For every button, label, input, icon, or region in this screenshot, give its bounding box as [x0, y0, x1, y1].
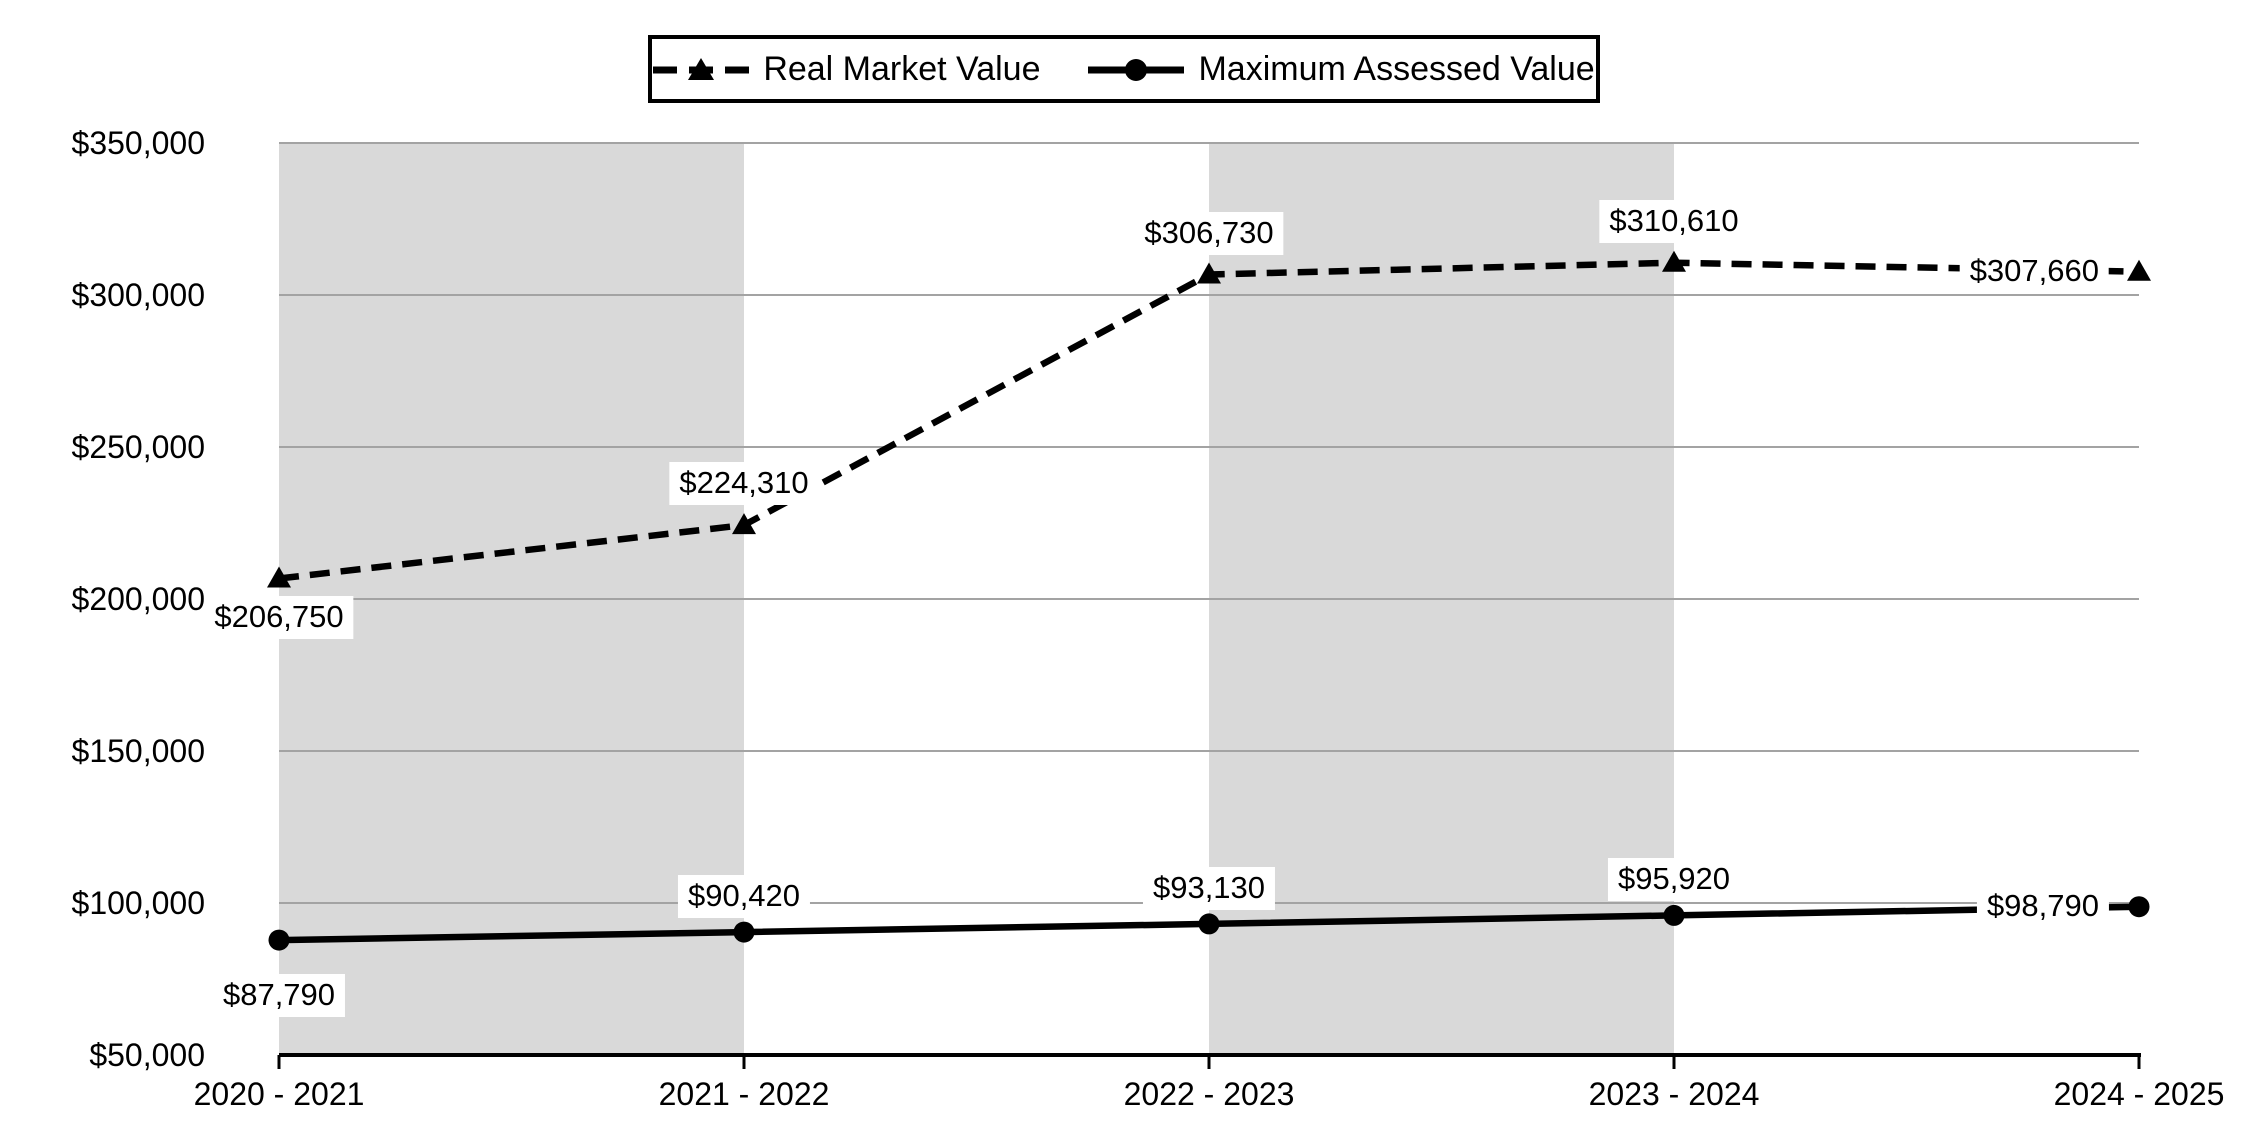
x-axis-category-label: 2020 - 2021: [193, 1076, 365, 1112]
data-label: $95,920: [1607, 858, 1741, 901]
legend-label-maximum-assessed-value: Maximum Assessed Value: [1198, 50, 1595, 88]
y-axis-tick-label: $350,000: [71, 125, 205, 161]
x-axis-category-label: 2024 - 2025: [2053, 1076, 2225, 1112]
circle-marker: [1198, 913, 1220, 935]
triangle-marker: [732, 513, 756, 535]
y-axis-tick-label: $200,000: [71, 581, 205, 617]
triangle-marker: [1197, 262, 1221, 284]
x-axis-category-label: 2021 - 2022: [658, 1076, 830, 1112]
data-label: $98,790: [1976, 885, 2109, 928]
circle-marker: [1663, 904, 1685, 926]
y-axis-tick-label: $250,000: [71, 429, 205, 465]
circle-marker: [2128, 896, 2150, 918]
dashed-line-triangle-marker-icon: [653, 58, 750, 80]
y-axis-tick-label: $150,000: [71, 733, 205, 769]
data-label: $93,130: [1142, 867, 1276, 910]
data-label: $224,310: [669, 462, 819, 505]
data-label: $87,790: [212, 974, 346, 1017]
circle-marker: [268, 929, 290, 951]
legend: Real Market Value Maximum Assessed Value: [648, 35, 1600, 103]
x-axis-category-label: 2022 - 2023: [1123, 1076, 1295, 1112]
y-axis-tick-label: $50,000: [89, 1037, 205, 1073]
x-axis-category-label: 2023 - 2024: [1588, 1076, 1760, 1112]
triangle-marker: [267, 566, 291, 588]
data-label: $310,610: [1599, 200, 1749, 243]
legend-item-maximum-assessed-value: Maximum Assessed Value: [1088, 50, 1595, 88]
data-label: $307,660: [1959, 250, 2109, 293]
triangle-marker: [2127, 259, 2151, 281]
y-axis-tick-label: $100,000: [71, 885, 205, 921]
data-label: $90,420: [677, 875, 811, 918]
solid-line-circle-marker-icon: [1088, 59, 1185, 81]
data-label: $206,750: [204, 596, 354, 639]
legend-label-real-market-value: Real Market Value: [763, 50, 1041, 88]
y-axis-tick-label: $300,000: [71, 277, 205, 313]
data-label: $306,730: [1134, 212, 1284, 255]
circle-marker: [733, 921, 755, 943]
triangle-marker: [1662, 250, 1686, 272]
legend-item-real-market-value: Real Market Value: [653, 52, 1040, 86]
